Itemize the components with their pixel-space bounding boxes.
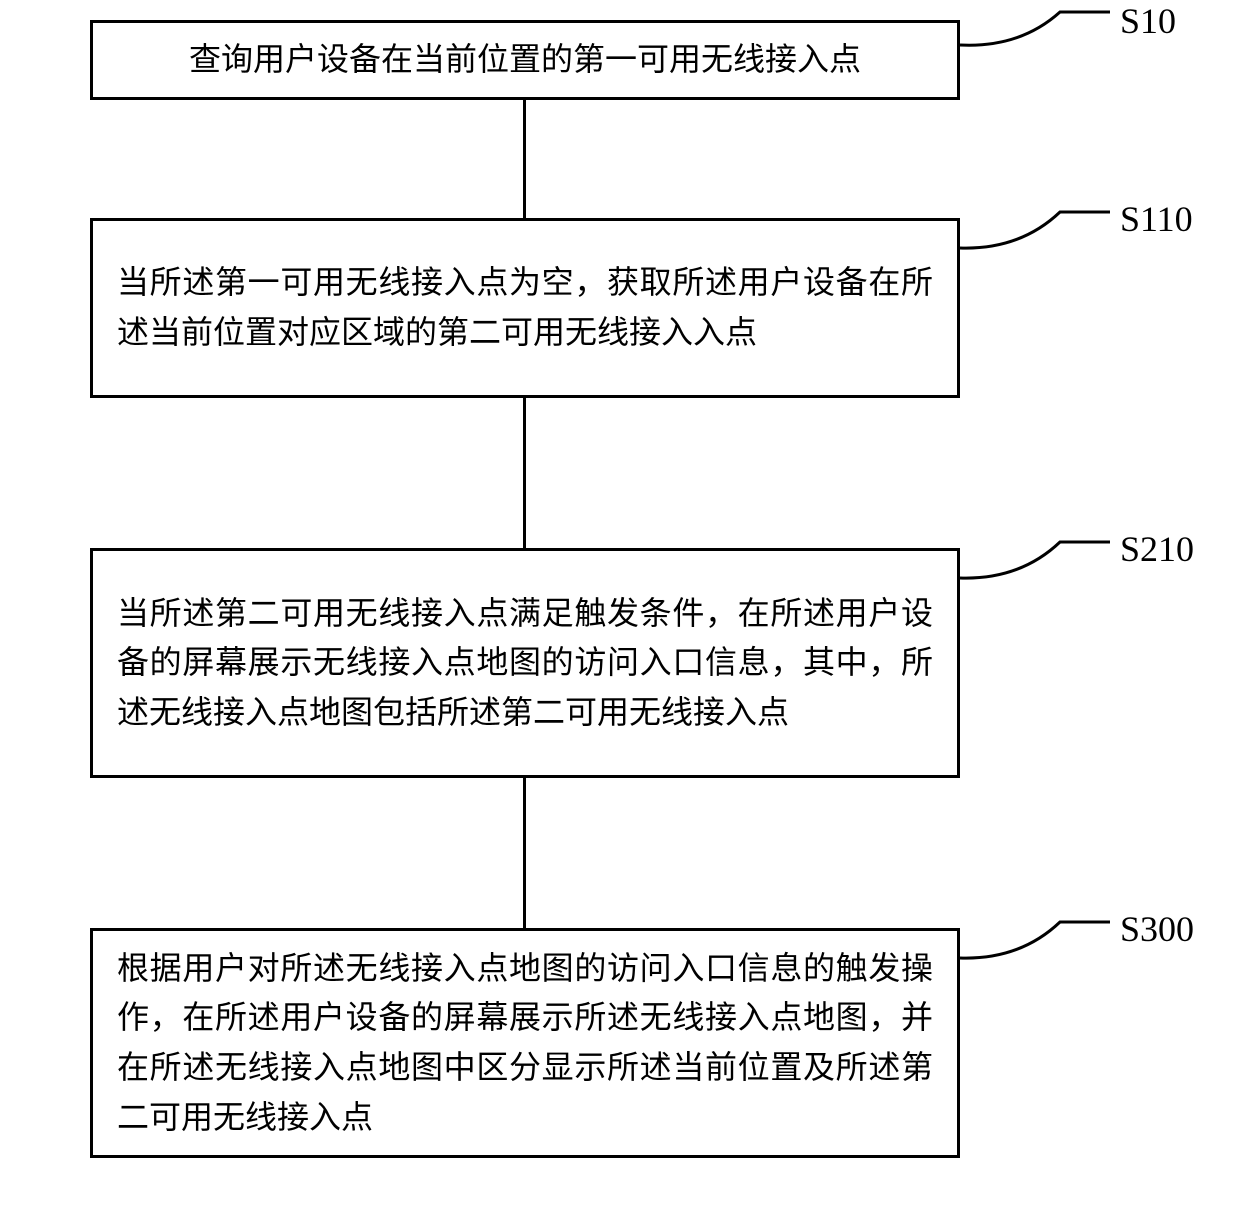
flow-node-s210: 当所述第二可用无线接入点满足触发条件，在所述用户设备的屏幕展示无线接入点地图的访… <box>90 548 960 778</box>
callout-s10 <box>960 0 1120 60</box>
step-label-s110: S110 <box>1120 198 1193 240</box>
connector <box>523 398 526 548</box>
flow-node-text: 查询用户设备在当前位置的第一可用无线接入点 <box>117 35 933 85</box>
step-label-s210: S210 <box>1120 528 1194 570</box>
flow-node-s300: 根据用户对所述无线接入点地图的访问入口信息的触发操作，在所述用户设备的屏幕展示所… <box>90 928 960 1158</box>
flow-node-s10: 查询用户设备在当前位置的第一可用无线接入点 <box>90 20 960 100</box>
step-label-s10: S10 <box>1120 0 1176 42</box>
flow-node-text: 当所述第二可用无线接入点满足触发条件，在所述用户设备的屏幕展示无线接入点地图的访… <box>117 589 933 738</box>
connector <box>523 100 526 218</box>
callout-s300 <box>960 910 1120 970</box>
connector <box>523 778 526 928</box>
flowchart-container: 查询用户设备在当前位置的第一可用无线接入点 S10 当所述第一可用无线接入点为空… <box>0 0 1240 1209</box>
callout-s110 <box>960 200 1120 260</box>
callout-s210 <box>960 530 1120 590</box>
flow-node-text: 根据用户对所述无线接入点地图的访问入口信息的触发操作，在所述用户设备的屏幕展示所… <box>117 944 933 1142</box>
step-label-s300: S300 <box>1120 908 1194 950</box>
flow-node-s110: 当所述第一可用无线接入点为空，获取所述用户设备在所述当前位置对应区域的第二可用无… <box>90 218 960 398</box>
flow-node-text: 当所述第一可用无线接入点为空，获取所述用户设备在所述当前位置对应区域的第二可用无… <box>117 258 933 357</box>
